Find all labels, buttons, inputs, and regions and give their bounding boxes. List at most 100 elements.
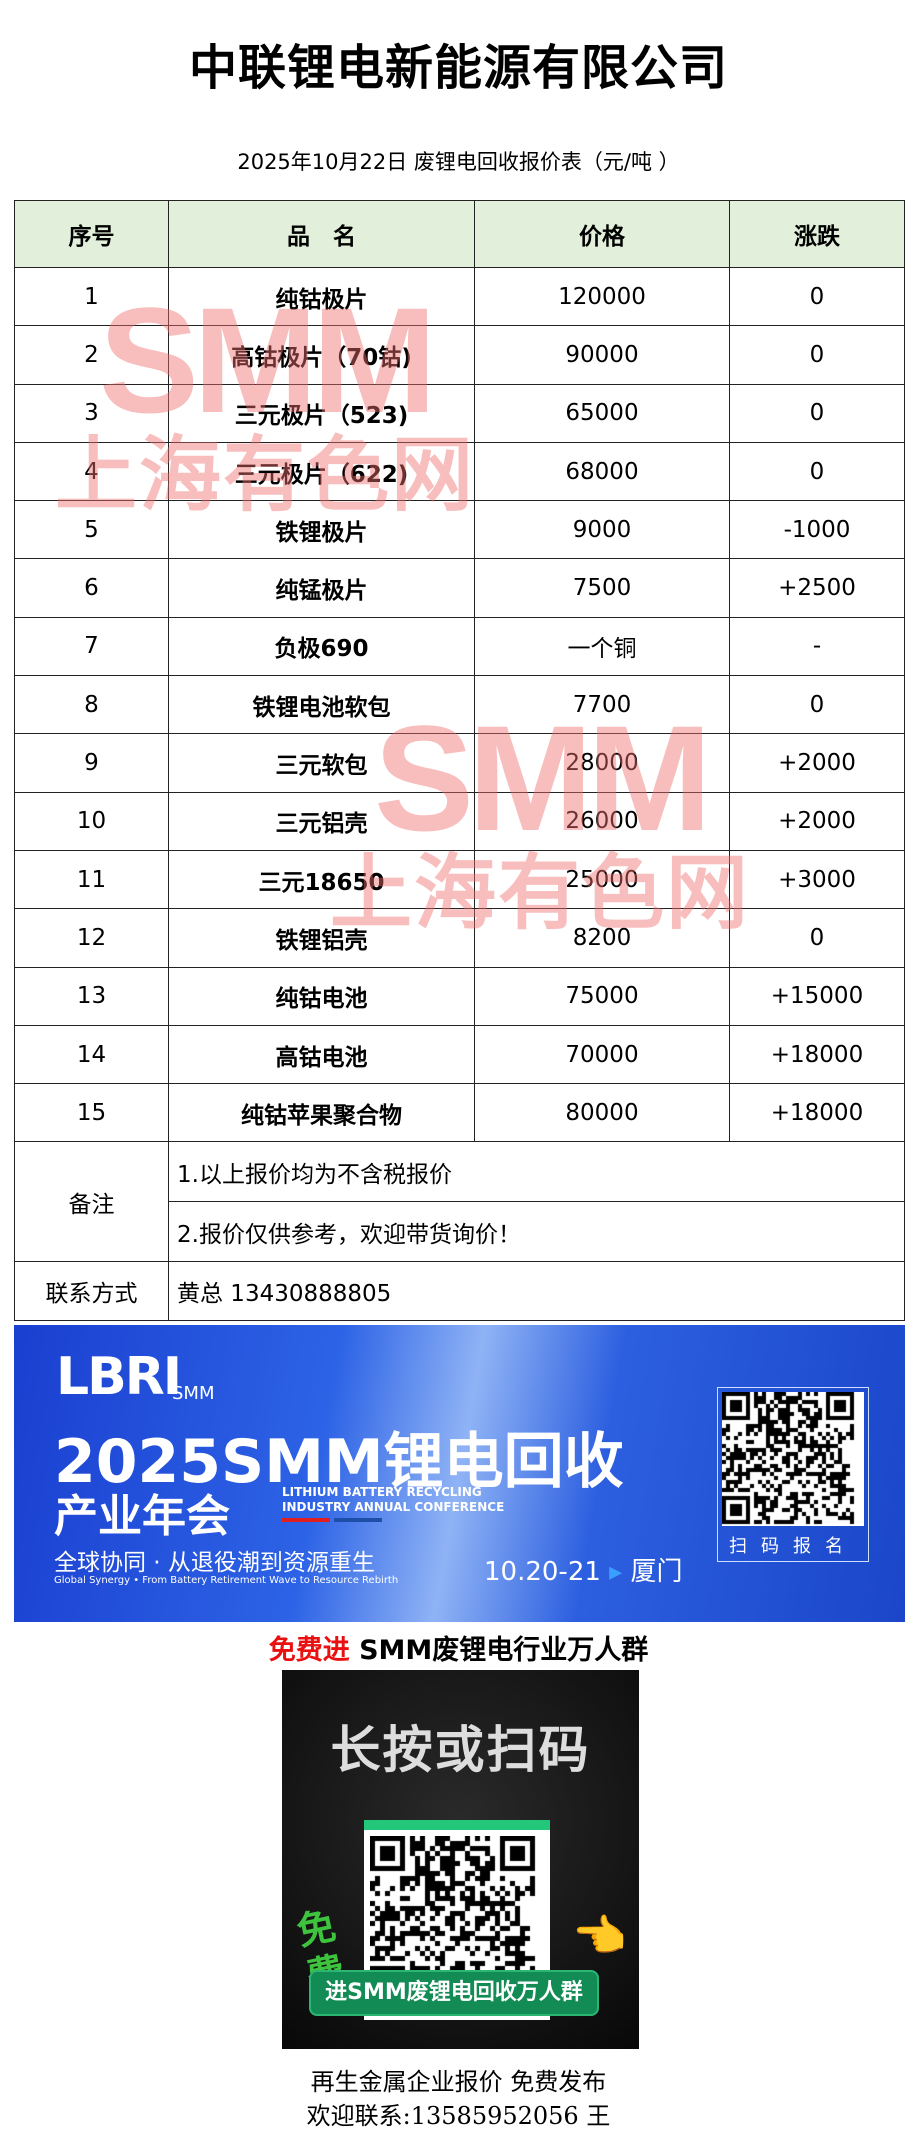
table-row: 5 铁锂极片 9000 -1000 — [14, 500, 905, 560]
col-header-change: 涨跌 — [729, 200, 905, 268]
cell-price: 25000 — [474, 849, 730, 910]
price-table: 序号 品 名 价格 涨跌 1 纯钴极片 120000 0 2 高钴极片（70钴) 90000… — [14, 200, 905, 1321]
cell-change: +2000 — [729, 791, 905, 851]
smm-logo: SMM — [172, 1383, 215, 1404]
qr-heading: 长按或扫码 — [330, 1721, 591, 1779]
date-text: 10.20-21 — [484, 1557, 601, 1587]
cell-change: 0 — [729, 908, 905, 968]
footer-line-2: 欢迎联系:13585952056 王 — [306, 2102, 611, 2130]
cell-name: 纯钴苹果聚合物 — [168, 1083, 475, 1143]
cell-index: 5 — [14, 500, 169, 560]
conference-banner[interactable]: LBRI SMM 2025SMM锂电回收 产业年会 LITHIUM BATTER… — [14, 1325, 905, 1622]
cell-index: 1 — [14, 266, 169, 327]
cell-change: +2500 — [729, 558, 905, 618]
banner-slogan: 全球协同 · 从退役潮到资源重生 — [54, 1550, 375, 1576]
cell-index: 12 — [14, 908, 169, 968]
table-row: 7 负极690 一个铜 - — [14, 616, 905, 677]
cell-index: 9 — [14, 733, 169, 793]
cell-index: 14 — [14, 1024, 169, 1085]
cell-price: 68000 — [474, 441, 730, 502]
cell-name: 铁锂电池软包 — [168, 675, 475, 735]
cell-name: 高钴极片（70钴) — [168, 325, 475, 385]
cell-change: +18000 — [729, 1024, 905, 1085]
cell-index: 11 — [14, 849, 169, 910]
blue-accent-bar — [334, 1518, 382, 1522]
en-line-1: LITHIUM BATTERY RECYCLING — [282, 1485, 482, 1499]
cell-name: 三元极片（622) — [168, 441, 475, 502]
en-line-2: INDUSTRY ANNUAL CONFERENCE — [282, 1500, 505, 1514]
cell-price: 26000 — [474, 791, 730, 851]
cell-price: 75000 — [474, 966, 730, 1026]
red-accent-bar — [282, 1518, 330, 1522]
table-row: 4 三元极片（622) 68000 0 — [14, 441, 905, 502]
cell-price: 120000 — [474, 266, 730, 327]
table-row: 11 三元18650 25000 +3000 — [14, 849, 905, 910]
note-1: 1.以上报价均为不含税报价 — [168, 1141, 905, 1203]
cell-name: 负极690 — [168, 616, 475, 677]
table-row: 13 纯钴电池 75000 +15000 — [14, 966, 905, 1026]
cell-index: 8 — [14, 675, 169, 735]
company-title: 中联锂电新能源有限公司 — [188, 40, 728, 96]
table-row: 8 铁锂电池软包 7700 0 — [14, 675, 905, 735]
cell-price: 8200 — [474, 908, 730, 968]
cell-change: +15000 — [729, 966, 905, 1026]
banner-title: 2025SMM锂电回收 — [54, 1427, 624, 1497]
banner-subtitle: 产业年会 — [54, 1491, 230, 1542]
cell-name: 纯钴电池 — [168, 966, 475, 1026]
cell-change: 0 — [729, 675, 905, 735]
cell-index: 7 — [14, 616, 169, 677]
table-row: 3 三元极片（523) 65000 0 — [14, 383, 905, 443]
join-free-text: 免费进 — [268, 1635, 350, 1666]
qr-code-icon — [722, 1392, 864, 1526]
table-row: 6 纯锰极片 7500 +2500 — [14, 558, 905, 618]
group-qr-promo[interactable]: 长按或扫码 免费 👈 进SMM废锂电回收万人群 — [282, 1670, 639, 2049]
lbri-logo: LBRI — [56, 1347, 182, 1407]
col-header-index: 序号 — [14, 200, 169, 268]
notes-label: 备注 — [14, 1141, 169, 1263]
cell-change: - — [729, 616, 905, 677]
cell-change: 0 — [729, 441, 905, 502]
cell-price: 7500 — [474, 558, 730, 618]
cell-change: +3000 — [729, 849, 905, 910]
cell-name: 三元极片（523) — [168, 383, 475, 443]
cell-price: 7700 — [474, 675, 730, 735]
cell-name: 高钴电池 — [168, 1024, 475, 1085]
cell-index: 6 — [14, 558, 169, 618]
cell-price: 9000 — [474, 500, 730, 560]
cell-name: 铁锂极片 — [168, 500, 475, 560]
banner-date: 10.20-21 ▸ 厦门 — [484, 1551, 683, 1588]
cell-name: 铁锂铝壳 — [168, 908, 475, 968]
col-header-name: 品 名 — [168, 200, 475, 268]
cell-price: 90000 — [474, 325, 730, 385]
footer-line-1: 再生金属企业报价 免费发布 — [310, 2068, 607, 2096]
play-arrow-icon: ▸ — [609, 1557, 623, 1587]
table-header-row: 序号 品 名 价格 涨跌 — [14, 200, 905, 268]
city-text: 厦门 — [630, 1557, 683, 1587]
notes-row: 备注 1.以上报价均为不含税报价 — [14, 1141, 905, 1263]
join-text: SMM废锂电行业万人群 — [349, 1635, 649, 1666]
table-row: 10 三元铝壳 26000 +2000 — [14, 791, 905, 851]
register-qr[interactable]: 扫码报名 — [717, 1387, 869, 1562]
scan-register-label: 扫码报名 — [729, 1536, 857, 1557]
cell-change: 0 — [729, 325, 905, 385]
cell-name: 三元软包 — [168, 733, 475, 793]
cell-name: 三元18650 — [168, 849, 475, 910]
cell-change: +2000 — [729, 733, 905, 793]
cell-change: -1000 — [729, 500, 905, 560]
cell-name: 纯钴极片 — [168, 266, 475, 327]
cell-price: 28000 — [474, 733, 730, 793]
join-group-heading: 免费进 SMM废锂电行业万人群 — [0, 1628, 917, 1667]
cell-index: 10 — [14, 791, 169, 851]
table-row: 12 铁锂铝壳 8200 0 — [14, 908, 905, 968]
cell-index: 3 — [14, 383, 169, 443]
cell-price: 一个铜 — [474, 616, 730, 677]
table-row: 14 高钴电池 70000 +18000 — [14, 1024, 905, 1085]
cell-price: 70000 — [474, 1024, 730, 1085]
notes-row: 2.报价仅供参考，欢迎带货询价！ — [15, 1201, 905, 1263]
join-group-button[interactable]: 进SMM废锂电回收万人群 — [309, 1970, 599, 2016]
cell-index: 15 — [14, 1083, 169, 1143]
pointing-hand-icon: 👈 — [572, 1911, 627, 1962]
cell-index: 4 — [14, 441, 169, 502]
contact-label: 联系方式 — [14, 1261, 169, 1321]
table-row: 2 高钴极片（70钴) 90000 0 — [14, 325, 905, 385]
